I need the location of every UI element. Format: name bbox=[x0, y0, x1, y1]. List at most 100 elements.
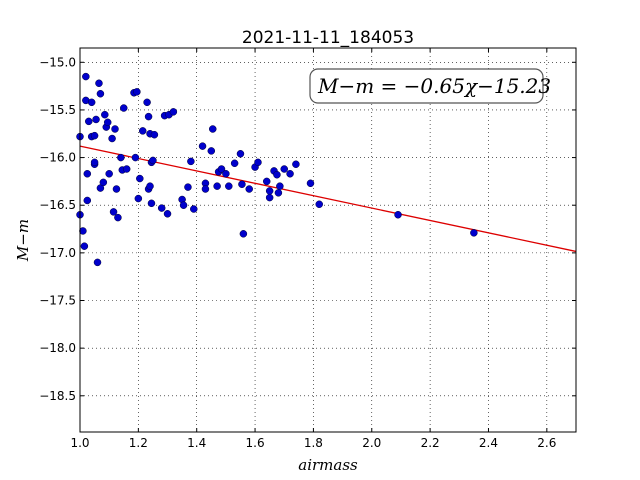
y-tick-label: −15.5 bbox=[39, 103, 76, 117]
data-point bbox=[111, 125, 119, 133]
data-point bbox=[187, 157, 195, 166]
data-point bbox=[136, 174, 144, 183]
data-point bbox=[149, 156, 157, 165]
data-point bbox=[146, 182, 154, 190]
chart-title: 2021-11-11_184053 bbox=[242, 28, 414, 48]
grid bbox=[79, 48, 576, 432]
x-tick-label: 2.2 bbox=[421, 436, 440, 450]
data-point bbox=[108, 134, 116, 143]
equation-annotation: M−m = −0.65χ−15.23 bbox=[309, 68, 551, 104]
data-point bbox=[276, 182, 284, 190]
data-point bbox=[103, 118, 112, 127]
data-point bbox=[239, 230, 248, 238]
x-tick-label: 1.8 bbox=[304, 436, 323, 450]
data-point bbox=[144, 112, 153, 121]
y-tick-label: −15.0 bbox=[39, 55, 76, 69]
data-point bbox=[262, 177, 271, 186]
data-point bbox=[394, 210, 402, 219]
data-point bbox=[134, 194, 143, 203]
data-point bbox=[470, 229, 478, 237]
data-point bbox=[265, 187, 274, 195]
data-point bbox=[80, 242, 89, 250]
data-point bbox=[133, 88, 141, 96]
data-point bbox=[96, 89, 105, 98]
data-point bbox=[280, 165, 288, 173]
data-point bbox=[90, 158, 99, 167]
y-tick-label: −16.5 bbox=[39, 198, 76, 212]
data-point bbox=[83, 170, 92, 178]
data-point bbox=[184, 183, 192, 191]
y-tick-label: −17.5 bbox=[39, 294, 76, 308]
data-point bbox=[265, 193, 274, 202]
y-tick-label: −18.0 bbox=[39, 341, 76, 355]
annotation-box bbox=[309, 68, 544, 104]
x-tick-label: 1.6 bbox=[246, 436, 265, 450]
x-tick-label: 1.0 bbox=[70, 436, 89, 450]
annotation-text: M−m = −0.65χ−15.23 bbox=[317, 74, 551, 98]
data-point bbox=[83, 196, 92, 205]
data-point bbox=[245, 185, 253, 193]
axis-ticks: 1.0 1.2 1.4 1.6 1.8 2.0 2.2 2.4 2.6 −15.0 −15.5 −16… bbox=[39, 48, 576, 450]
x-tick-label: 1.4 bbox=[187, 436, 206, 450]
data-point bbox=[120, 104, 128, 112]
data-point bbox=[217, 165, 226, 173]
data-point bbox=[213, 182, 221, 190]
data-point bbox=[207, 147, 216, 155]
data-point bbox=[150, 130, 159, 139]
data-point bbox=[169, 108, 178, 116]
data-point bbox=[87, 98, 96, 107]
data-point bbox=[101, 110, 109, 119]
y-tick-label: −16.0 bbox=[39, 151, 76, 165]
data-point bbox=[179, 201, 188, 209]
fit-line bbox=[79, 145, 577, 253]
y-tick-label: −17.0 bbox=[39, 246, 76, 260]
data-point bbox=[286, 170, 294, 178]
data-point bbox=[138, 127, 147, 135]
data-point bbox=[198, 142, 207, 150]
data-point bbox=[201, 185, 210, 193]
data-point bbox=[95, 79, 103, 88]
data-point bbox=[209, 125, 217, 133]
plot-frame bbox=[79, 47, 577, 433]
data-points bbox=[76, 72, 478, 267]
x-tick-label: 1.2 bbox=[129, 436, 148, 450]
data-point bbox=[112, 185, 121, 193]
data-point bbox=[230, 159, 239, 168]
x-tick-label: 2.6 bbox=[537, 436, 556, 450]
data-point bbox=[122, 165, 131, 173]
data-point bbox=[236, 150, 245, 158]
data-point bbox=[147, 199, 156, 208]
data-point bbox=[92, 115, 100, 124]
data-point bbox=[306, 179, 315, 188]
x-tick-label: 2.4 bbox=[479, 436, 498, 450]
data-point bbox=[163, 210, 172, 218]
data-point bbox=[273, 170, 281, 179]
data-point bbox=[82, 72, 90, 81]
data-point bbox=[143, 98, 151, 107]
y-axis-label: M−m bbox=[14, 219, 32, 262]
data-point bbox=[90, 131, 99, 140]
data-point bbox=[114, 213, 122, 222]
data-point bbox=[109, 208, 118, 216]
data-point bbox=[292, 160, 300, 168]
data-point bbox=[79, 227, 87, 235]
data-point bbox=[225, 182, 233, 190]
data-point bbox=[190, 205, 198, 213]
data-point bbox=[254, 158, 262, 167]
y-tick-label: −18.5 bbox=[39, 389, 76, 403]
fit-line-layer bbox=[79, 145, 577, 253]
data-point bbox=[99, 178, 108, 187]
data-point bbox=[131, 153, 140, 162]
x-axis-label: airmass bbox=[298, 456, 358, 474]
data-point bbox=[157, 204, 166, 212]
data-point bbox=[93, 258, 102, 267]
data-point bbox=[117, 153, 125, 162]
data-point bbox=[222, 170, 230, 178]
data-point bbox=[85, 117, 93, 126]
data-point bbox=[315, 200, 323, 209]
data-point bbox=[238, 180, 246, 189]
data-point bbox=[274, 189, 283, 197]
data-point bbox=[105, 170, 113, 178]
x-tick-label: 2.0 bbox=[362, 436, 381, 450]
